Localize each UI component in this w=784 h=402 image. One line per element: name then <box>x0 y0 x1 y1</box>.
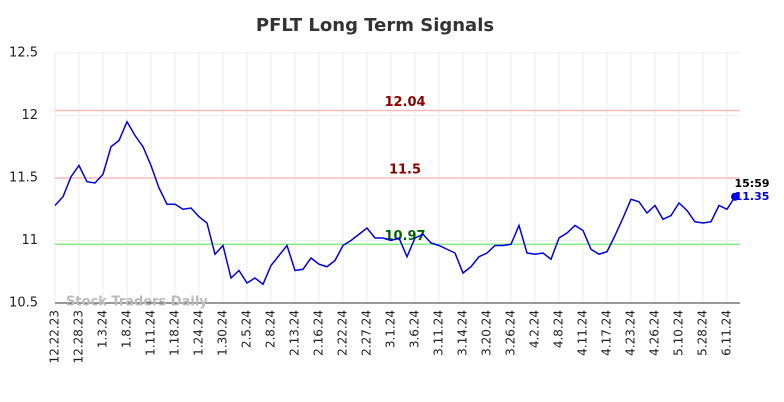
x-tick-label: 5.28.24 <box>696 310 710 356</box>
y-tick-label: 12 <box>21 108 38 123</box>
y-tick-label: 12.5 <box>9 46 38 61</box>
x-tick-label: 4.2.24 <box>528 310 542 348</box>
x-tick-label: 4.17.24 <box>600 310 614 356</box>
y-tick-label: 11 <box>21 233 38 248</box>
x-tick-label: 1.11.24 <box>144 310 158 356</box>
last-time: 15:59 <box>734 177 769 190</box>
x-tick-label: 2.16.24 <box>312 310 326 356</box>
signal-label: 12.04 <box>384 95 425 110</box>
x-tick-label: 3.20.24 <box>480 310 494 356</box>
x-tick-label: 1.30.24 <box>216 310 230 356</box>
watermark: Stock Traders Daily <box>66 295 208 310</box>
y-tick-label: 10.5 <box>9 296 38 311</box>
x-tick-label: 1.24.24 <box>192 310 206 356</box>
x-tick-label: 3.11.24 <box>432 310 446 356</box>
x-tick-label: 4.23.24 <box>624 310 638 356</box>
x-tick-label: 6.11.24 <box>720 310 734 356</box>
x-tick-label: 2.13.24 <box>288 310 302 356</box>
x-tick-label: 1.8.24 <box>120 310 134 348</box>
price-line <box>54 120 736 286</box>
x-tick-label: 1.3.24 <box>96 310 110 348</box>
x-tick-label: 2.5.24 <box>240 310 254 348</box>
x-tick-label: 2.27.24 <box>360 310 374 356</box>
x-tick-label: 3.1.24 <box>384 310 398 348</box>
x-tick-label: 4.11.24 <box>576 310 590 356</box>
x-tick-label: 5.10.24 <box>672 310 686 356</box>
x-tick-label: 3.6.24 <box>408 310 422 348</box>
x-tick-label: 4.26.24 <box>648 310 662 356</box>
signal-label: 11.5 <box>389 163 421 178</box>
x-tick-label: 4.8.24 <box>552 310 566 348</box>
x-tick-label: 1.18.24 <box>168 310 182 356</box>
x-tick-label: 2.8.24 <box>264 310 278 348</box>
y-tick-label: 11.5 <box>9 171 38 186</box>
x-tick-label: 3.26.24 <box>504 310 518 356</box>
chart-title: PFLT Long Term Signals <box>256 15 494 36</box>
x-tick-label: 3.14.24 <box>456 310 470 356</box>
last-value: 11.35 <box>735 190 770 203</box>
last-point <box>731 192 739 201</box>
x-tick-label: 2.22.24 <box>336 310 350 356</box>
x-tick-label: 12.22.23 <box>48 310 62 363</box>
x-tick-label: 12.28.23 <box>72 310 86 363</box>
